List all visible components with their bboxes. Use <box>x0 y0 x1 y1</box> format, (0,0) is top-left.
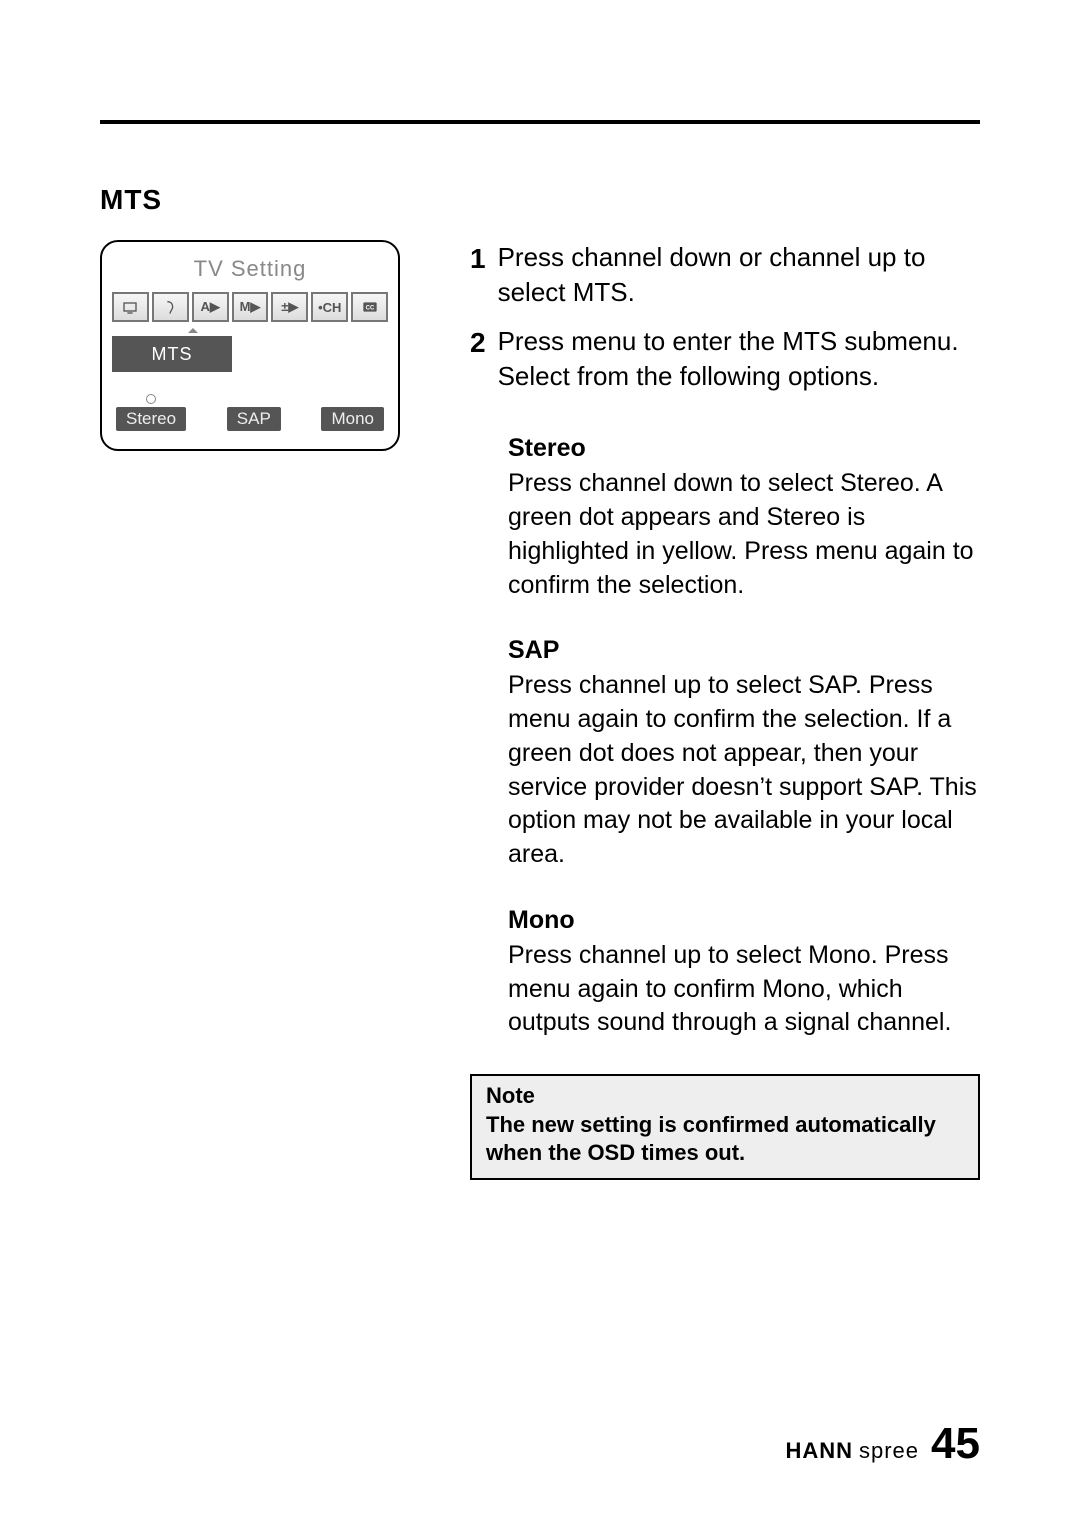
osd-tab-row: A▶ M▶ ±▶ •CH CC <box>112 292 388 322</box>
brand-light: spree <box>859 1438 919 1464</box>
osd-pointer-row <box>112 328 388 332</box>
subsections: Stereo Press channel down to select Ster… <box>508 434 980 1040</box>
steps-list: 1 Press channel down or channel up to se… <box>470 240 980 394</box>
cc-icon: CC <box>362 299 378 315</box>
note-title: Note <box>486 1082 964 1111</box>
tab-pm: ±▶ <box>271 292 308 322</box>
sub-body: Press channel down to select Stereo. A g… <box>508 467 980 602</box>
brand-bold: HANN <box>785 1438 853 1464</box>
left-column: TV Setting A▶ M▶ ±▶ •CH CC <box>100 240 410 1180</box>
osd-screen: TV Setting A▶ M▶ ±▶ •CH CC <box>100 240 400 451</box>
tab-cc-icon: CC <box>351 292 388 322</box>
osd-option-label: Mono <box>321 407 384 431</box>
osd-title-row: TV Setting <box>112 256 388 282</box>
ear-icon <box>162 299 178 315</box>
tab-m: M▶ <box>232 292 269 322</box>
tab-a: A▶ <box>192 292 229 322</box>
osd-mts-row: MTS <box>112 336 388 372</box>
osd-option-stereo: Stereo <box>116 394 186 431</box>
step-text: Press menu to enter the MTS submenu. Sel… <box>498 324 980 394</box>
sub-heading: Mono <box>508 906 980 935</box>
indicator-dot-icon <box>146 394 156 404</box>
sub-heading: SAP <box>508 636 980 665</box>
step-item: 1 Press channel down or channel up to se… <box>470 240 980 310</box>
tv-icon <box>122 299 138 315</box>
right-column: 1 Press channel down or channel up to se… <box>470 240 980 1180</box>
sub-body: Press channel up to select Mono. Press m… <box>508 939 980 1040</box>
osd-option-label: SAP <box>227 407 281 431</box>
step-number: 1 <box>470 240 486 310</box>
osd-title: TV Setting <box>194 256 307 282</box>
osd-mts-label: MTS <box>112 336 232 372</box>
step-text: Press channel down or channel up to sele… <box>498 240 980 310</box>
columns: TV Setting A▶ M▶ ±▶ •CH CC <box>100 240 980 1180</box>
section-title: MTS <box>100 184 980 216</box>
osd-option-sap: SAP <box>227 407 281 431</box>
sub-heading: Stereo <box>508 434 980 463</box>
tab-audio-icon <box>152 292 189 322</box>
osd-option-label: Stereo <box>116 407 186 431</box>
step-number: 2 <box>470 324 486 394</box>
tab-pointer-icon <box>188 328 198 333</box>
svg-text:CC: CC <box>365 306 374 312</box>
osd-option-mono: Mono <box>321 407 384 431</box>
tab-ch: •CH <box>311 292 348 322</box>
top-rule <box>100 120 980 124</box>
tab-tv-icon <box>112 292 149 322</box>
step-item: 2 Press menu to enter the MTS submenu. S… <box>470 324 980 394</box>
sub-body: Press channel up to select SAP. Press me… <box>508 669 980 872</box>
page-number: 45 <box>931 1419 980 1469</box>
note-body: The new setting is confirmed automatical… <box>486 1111 964 1168</box>
osd-options-row: Stereo SAP Mono <box>112 394 388 431</box>
footer: HANNspree 45 <box>785 1419 980 1469</box>
page: MTS TV Setting A▶ M▶ ±▶ •CH <box>0 0 1080 1529</box>
note-box: Note The new setting is confirmed automa… <box>470 1074 980 1180</box>
